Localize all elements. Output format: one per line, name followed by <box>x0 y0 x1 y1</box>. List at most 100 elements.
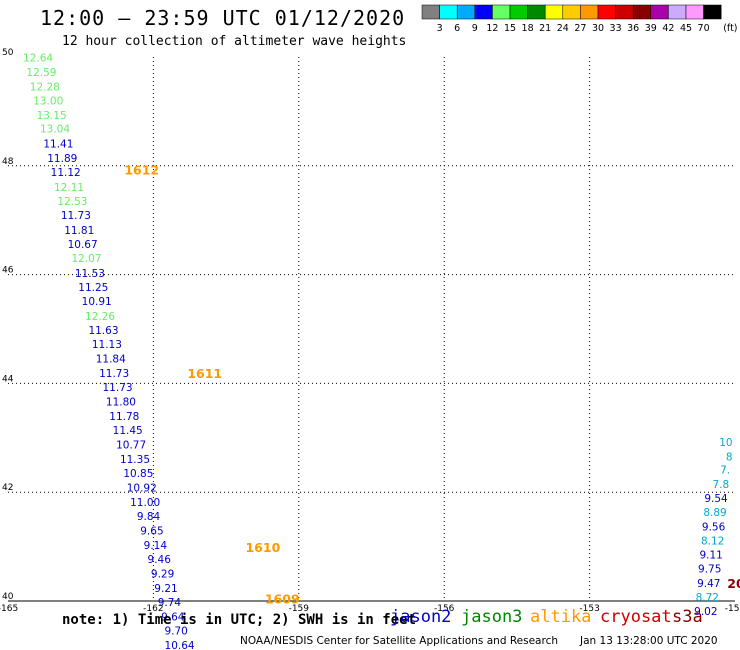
wave-height-value: 11.41 <box>43 138 73 150</box>
wave-height-value: 11.73 <box>61 210 91 222</box>
wave-height-value: 12.11 <box>54 182 84 194</box>
page-title: 12:00 – 23:59 UTC 01/12/2020 <box>40 6 406 30</box>
wave-height-value: 13.15 <box>37 110 67 122</box>
x-tick-label: -150 <box>725 604 740 614</box>
wave-height-value: 11.35 <box>120 454 150 466</box>
wave-height-value: 11.13 <box>92 339 122 351</box>
wave-height-value: 13.04 <box>40 124 70 136</box>
satellite-jason2: jason2 <box>390 607 452 627</box>
scale-label: 45 <box>680 23 692 34</box>
wave-height-value: 8.89 <box>703 507 726 519</box>
x-tick-label: -165 <box>0 604 18 614</box>
wave-height-value: 9.54 <box>704 493 728 505</box>
wave-height-value: 9.64 <box>161 612 185 624</box>
wave-height-value: 9.11 <box>699 550 722 562</box>
footnote: note: 1) Time is in UTC; 2) SWH is in fe… <box>62 612 417 628</box>
scale-unit: (ft) <box>723 23 737 34</box>
wave-height-value: 12.53 <box>57 196 87 208</box>
wave-height-value: 11.78 <box>109 411 139 423</box>
y-tick-label: 42 <box>2 483 13 493</box>
wave-height-value: 12.28 <box>30 82 60 94</box>
wave-height-value: 9.46 <box>148 554 172 566</box>
wave-height-value: 9.47 <box>697 578 720 590</box>
wave-height-value: 11.73 <box>103 382 133 394</box>
wave-height-value: 10.91 <box>82 296 112 308</box>
page-subtitle: 12 hour collection of altimeter wave hei… <box>62 34 407 49</box>
wave-height-value: 11.53 <box>75 268 105 280</box>
y-tick-label: 44 <box>2 374 14 384</box>
wave-height-value: 11.45 <box>113 425 143 437</box>
wave-height-value: 9.74 <box>158 597 182 609</box>
scale-label: 21 <box>539 23 551 34</box>
wave-height-value: 10.67 <box>68 239 98 251</box>
wave-height-value: 10.92 <box>127 483 157 495</box>
scale-label: 30 <box>592 23 604 34</box>
wave-height-value: 9.14 <box>144 540 168 552</box>
scale-label: 27 <box>574 23 586 34</box>
pass-time-label: 20 <box>727 576 740 591</box>
wave-height-value: 11.63 <box>88 325 118 337</box>
credit-line: NOAA/NESDIS Center for Satellite Applica… <box>240 635 558 647</box>
satellite-altika: altika <box>530 607 592 627</box>
wave-height-value: 11.89 <box>47 153 77 165</box>
satellite-jason3: jason3 <box>461 607 523 627</box>
wave-height-value: 7. <box>720 465 730 477</box>
x-tick-label: -153 <box>579 604 599 614</box>
wave-height-value: 9.56 <box>702 521 726 533</box>
wave-height-value: 11.00 <box>130 497 160 509</box>
pass-time-label: 1609 <box>265 592 300 607</box>
wave-height-value: 10 <box>719 437 732 449</box>
satellite-cryosat: cryosat <box>600 607 672 627</box>
wave-height-value: 12.26 <box>85 311 115 323</box>
wave-height-value: 8.12 <box>701 535 724 547</box>
y-tick-label: 40 <box>2 592 14 602</box>
y-tick-label: 50 <box>2 48 14 58</box>
scale-label: 15 <box>504 23 516 34</box>
wave-height-value: 7.8 <box>712 479 729 491</box>
wave-height-value: 9.21 <box>154 583 177 595</box>
wave-height-value: 12.59 <box>26 67 56 79</box>
pass-time-label: 1610 <box>245 540 280 555</box>
scale-label: 12 <box>486 23 498 34</box>
wave-height-value: 8 <box>726 452 733 464</box>
y-tick-label: 48 <box>2 157 14 167</box>
y-tick-label: 46 <box>2 266 14 276</box>
scale-label: 6 <box>454 23 460 34</box>
wave-height-value: 8.72 <box>696 592 719 604</box>
generated-timestamp: Jan 13 13:28:00 UTC 2020 <box>580 635 718 647</box>
scale-swatch <box>703 4 722 20</box>
wave-height-value: 11.80 <box>106 397 136 409</box>
wave-height-value: 12.64 <box>23 52 53 64</box>
wave-height-value: 11.25 <box>78 282 108 294</box>
color-scale-legend: 3 6 9 12 15 18 21 24 27 30 33 36 39 42 45 70 (ft) <box>421 4 738 34</box>
wave-height-value: 9.84 <box>137 511 161 523</box>
wave-height-value: 10.85 <box>123 468 153 480</box>
wave-height-value: 9.75 <box>698 564 721 576</box>
scale-label: 33 <box>610 23 622 34</box>
wave-height-value: 10.77 <box>116 440 146 452</box>
scale-label: 70 <box>698 23 710 34</box>
wave-height-value: 11.81 <box>64 225 94 237</box>
wave-height-value: 11.12 <box>51 167 81 179</box>
x-tick-label: -162 <box>143 604 163 614</box>
x-tick-label: -159 <box>289 604 310 614</box>
wave-height-value: 9.70 <box>164 626 187 638</box>
pass-time-label: 1612 <box>124 163 159 178</box>
wave-height-value: 11.84 <box>96 354 126 366</box>
scale-label: 24 <box>557 23 569 34</box>
x-tick-label: -156 <box>434 604 455 614</box>
scale-label: 3 <box>437 23 443 34</box>
wave-height-value: 9.02 <box>694 606 717 618</box>
scale-label: 39 <box>645 23 657 34</box>
scale-label: 36 <box>627 23 639 34</box>
wave-height-value: 13.00 <box>33 95 63 107</box>
wave-height-value: 12.07 <box>71 253 101 265</box>
satellite-s3a: s3a <box>672 607 703 627</box>
scale-label: 9 <box>472 23 478 34</box>
wave-height-value: 9.29 <box>151 569 174 581</box>
scale-label: 42 <box>662 23 674 34</box>
pass-time-label: 1611 <box>187 366 222 381</box>
wave-height-value: 10.64 <box>165 640 195 650</box>
